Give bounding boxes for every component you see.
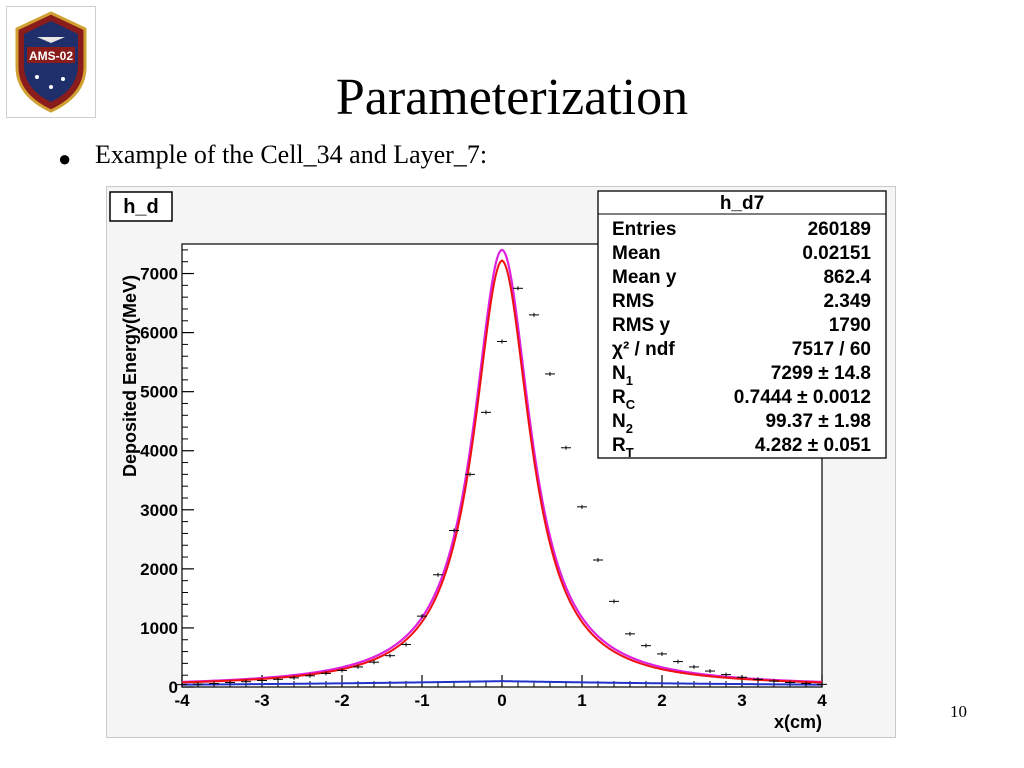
data-point xyxy=(545,371,555,376)
data-point xyxy=(481,410,491,415)
fit-envelope-curve xyxy=(181,248,823,683)
logo-text: AMS-02 xyxy=(29,49,73,63)
x-axis-title: x(cm) xyxy=(774,712,822,732)
bullet-text: Example of the Cell_34 and Layer_7: xyxy=(95,140,488,169)
stats-value: 862.4 xyxy=(823,267,871,288)
data-point xyxy=(721,672,731,677)
x-tick-label: -2 xyxy=(334,691,349,710)
stats-value: 0.02151 xyxy=(802,243,871,264)
x-tick-label: -4 xyxy=(174,691,190,710)
y-tick-label: 4000 xyxy=(140,442,178,461)
data-point xyxy=(641,643,651,648)
data-point xyxy=(321,671,331,676)
y-tick-label: 5000 xyxy=(140,383,178,402)
data-point xyxy=(369,660,379,665)
stats-value: 1790 xyxy=(829,315,871,336)
hist-title: h_d xyxy=(123,196,159,218)
data-point xyxy=(401,642,411,647)
stats-value: 2.349 xyxy=(823,291,871,312)
x-tick-label: 2 xyxy=(657,691,666,710)
stats-label: Entries xyxy=(612,219,676,240)
data-point xyxy=(609,599,619,604)
data-point xyxy=(689,664,699,669)
stats-label: RMS y xyxy=(612,315,671,336)
data-point xyxy=(625,631,635,636)
stats-label: χ² / ndf xyxy=(612,339,675,360)
stats-value: 0.7444 ± 0.0012 xyxy=(734,387,871,408)
data-point xyxy=(769,679,779,684)
data-point xyxy=(705,669,715,674)
data-point xyxy=(449,528,459,533)
data-point xyxy=(241,679,251,684)
chart-svg: h_d 0 1000 2000 3000 4000 5000 6000 7000 -4 -3 -2… xyxy=(109,190,887,732)
ams02-logo: AMS-02 xyxy=(6,6,96,118)
page-number: 10 xyxy=(950,702,967,721)
data-point xyxy=(593,558,603,563)
data-point xyxy=(577,504,587,509)
chart-canvas: h_d 0 1000 2000 3000 4000 5000 6000 7000 -4 -3 -2… xyxy=(106,186,896,738)
x-tick-label: 1 xyxy=(577,691,586,710)
data-points xyxy=(177,286,827,687)
data-point xyxy=(753,677,763,682)
data-point xyxy=(193,682,203,687)
data-point xyxy=(785,680,795,685)
data-point xyxy=(353,664,363,669)
fit-curves xyxy=(181,248,823,686)
hist-title-box xyxy=(109,191,173,222)
y-tick-label: 6000 xyxy=(140,324,178,343)
data-point xyxy=(529,312,539,317)
y-tick-label: 7000 xyxy=(140,265,178,284)
y-tick-label: 0 xyxy=(169,678,178,697)
data-point xyxy=(289,675,299,680)
data-point xyxy=(497,339,507,344)
stats-box: h_d7 Entries 260189 Mean 0.02151 Mean y 862.4… xyxy=(597,190,887,460)
stats-value: 99.37 ± 1.98 xyxy=(765,411,871,432)
y-tick-label: 2000 xyxy=(140,560,178,579)
stats-label: Mean xyxy=(612,243,661,264)
fit-tail-curve xyxy=(181,680,823,686)
x-tick-label: -3 xyxy=(254,691,269,710)
data-point xyxy=(177,682,187,687)
stats-label: Mean y xyxy=(612,267,677,288)
y-axis-title: Deposited Energy(MeV) xyxy=(120,275,140,477)
stats-value: 260189 xyxy=(808,219,871,240)
data-point xyxy=(657,651,667,656)
x-tick-label: 4 xyxy=(817,691,827,710)
y-tick-label: 1000 xyxy=(140,619,178,638)
data-point xyxy=(737,675,747,680)
data-point xyxy=(433,572,443,577)
data-point xyxy=(225,680,235,685)
data-point xyxy=(465,472,475,477)
x-tick-label: 3 xyxy=(737,691,746,710)
stats-value: 7517 / 60 xyxy=(792,339,871,360)
data-point xyxy=(209,681,219,686)
slide-title: Parameterization xyxy=(335,69,689,126)
x-tick-label: -1 xyxy=(414,691,429,710)
fit-total-curve xyxy=(181,259,823,684)
data-point xyxy=(817,682,827,687)
stats-title: h_d7 xyxy=(720,193,764,214)
data-point xyxy=(257,678,267,683)
y-axis: 0 1000 2000 3000 4000 5000 6000 7000 xyxy=(140,249,194,697)
stats-value: 4.282 ± 0.051 xyxy=(755,435,872,456)
stats-label: RMS xyxy=(612,291,654,312)
data-point xyxy=(513,286,523,291)
stats-value: 7299 ± 14.8 xyxy=(771,363,871,384)
data-point xyxy=(673,659,683,664)
data-point xyxy=(561,445,571,450)
bullet-marker: ● xyxy=(58,146,72,171)
data-point xyxy=(337,668,347,673)
data-point xyxy=(385,653,395,658)
data-point xyxy=(417,614,427,619)
data-point xyxy=(273,677,283,682)
data-point xyxy=(305,673,315,678)
x-tick-label: 0 xyxy=(497,691,506,710)
y-tick-label: 3000 xyxy=(140,501,178,520)
data-point xyxy=(801,681,811,686)
ams02-logo-graphic: AMS-02 xyxy=(15,11,87,113)
